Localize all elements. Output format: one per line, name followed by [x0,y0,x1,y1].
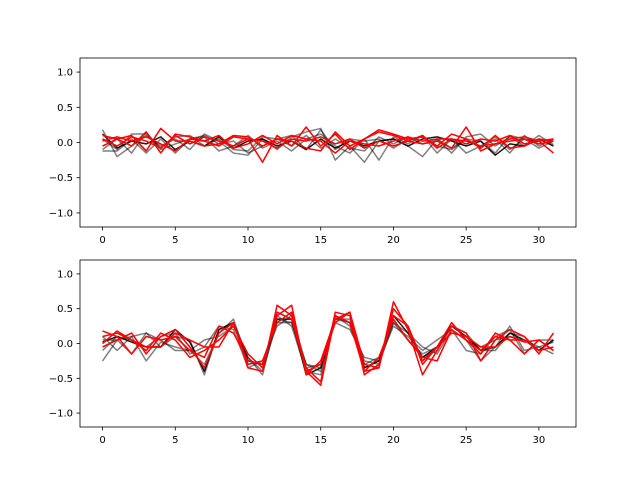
series-line-9 [102,134,554,149]
x-tick-label: 25 [460,435,473,446]
x-tick-label: 20 [387,435,400,446]
y-tick-label: 0.0 [57,138,73,149]
x-tick-label: 15 [314,235,327,246]
series-group [101,126,554,163]
subplot-1: 0 5 10 15 20 25 30 −1.0 −0.5 0.0 0.5 1.0 [49,57,577,246]
x-tick-label: 10 [242,435,255,446]
y-tick-label: −0.5 [49,374,73,385]
x-tick-label: 10 [242,235,255,246]
y-tick-label: 1.0 [57,68,73,79]
x-tick-label: 25 [460,235,473,246]
series-line-8 [102,311,554,386]
x-tick-label: 0 [99,435,105,446]
x-tick-label: 20 [387,235,400,246]
y-tick-label: 0.0 [57,339,73,350]
x-tick-label: 5 [172,435,178,446]
y-tick-label: 1.0 [57,269,73,280]
series-line-7 [102,127,554,152]
x-tick-label: 30 [533,435,546,446]
x-tick-label: 15 [314,435,327,446]
series-line-9 [102,311,554,376]
series-group [101,301,555,386]
y-tick-label: −1.0 [49,208,73,219]
y-tick-label: −0.5 [49,173,73,184]
x-tick-label: 5 [172,235,178,246]
y-tick-label: −1.0 [49,409,73,420]
y-tick-label: 0.5 [57,103,73,114]
y-tick-label: 0.5 [57,304,73,315]
x-tick-label: 0 [99,235,105,246]
subplot-2: 0 5 10 15 20 25 30 −1.0 −0.5 0.0 0.5 1.0 [49,259,577,446]
x-tick-label: 30 [533,235,546,246]
series-line-8 [102,134,554,154]
series-line-7 [102,304,554,376]
